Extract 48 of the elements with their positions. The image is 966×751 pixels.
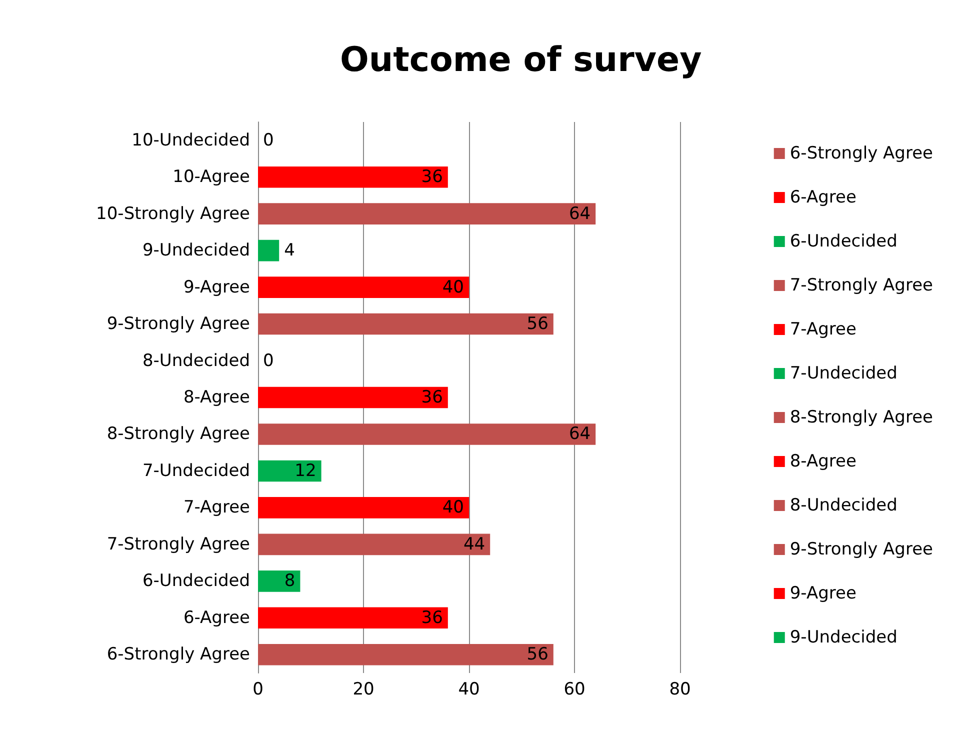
data-label: 40 (442, 277, 464, 298)
data-label: 4 (284, 240, 295, 261)
y-tick-label: 6-Strongly Agree (106, 644, 250, 665)
data-label: 36 (421, 608, 443, 628)
x-tick-label: 80 (669, 680, 691, 700)
data-label: 8 (284, 571, 296, 592)
data-label: 44 (463, 534, 486, 554)
data-label: 56 (526, 314, 548, 334)
data-label: 0 (263, 130, 274, 150)
y-tick-label: 9-Agree (183, 277, 250, 298)
x-tick-label: 40 (458, 680, 480, 700)
y-tick-label: 7-Undecided (142, 460, 250, 481)
y-tick-label: 9-Strongly Agree (106, 314, 250, 334)
y-tick-label: 7-Strongly Agree (106, 534, 250, 554)
x-tick-label: 0 (252, 680, 264, 700)
y-tick-label: 8-Agree (183, 388, 250, 408)
chart-title: Outcome of survey (340, 40, 702, 80)
x-tick-label: 20 (352, 680, 374, 700)
legend-label: 7-Strongly Agree (790, 276, 934, 296)
data-label: 12 (294, 460, 316, 481)
y-tick-label: 6-Agree (183, 608, 250, 628)
data-label: 40 (442, 498, 464, 518)
y-tick-label: 9-Undecided (142, 240, 250, 261)
legend-label: 8-Undecided (790, 496, 898, 516)
legend-label: 8-Strongly Agree (790, 408, 934, 428)
legend-label: 6-Undecided (790, 232, 898, 252)
y-tick-label: 7-Agree (183, 498, 250, 518)
legend-label: 7-Undecided (790, 364, 898, 384)
legend-label: 9-Undecided (790, 628, 898, 648)
legend-label: 6-Agree (790, 188, 856, 208)
data-label: 0 (263, 350, 274, 371)
legend-label: 8-Agree (790, 452, 856, 472)
y-tick-label: 10-Agree (172, 167, 250, 188)
legend-label: 6-Strongly Agree (790, 144, 934, 164)
data-label: 64 (568, 424, 591, 444)
data-label: 36 (421, 167, 443, 188)
legend-label: 7-Agree (790, 320, 856, 340)
legend-label: 9-Strongly Agree (790, 540, 934, 560)
data-label: 56 (526, 644, 548, 665)
data-label: 64 (568, 204, 591, 224)
y-tick-label: 10-Strongly Agree (96, 204, 250, 224)
y-tick-label: 8-Undecided (142, 350, 250, 371)
legend-label: 9-Agree (790, 584, 856, 604)
y-tick-label: 6-Undecided (142, 571, 250, 592)
y-tick-label: 8-Strongly Agree (106, 424, 250, 444)
y-tick-label: 10-Undecided (132, 130, 250, 150)
data-label: 36 (421, 388, 443, 408)
x-tick-label: 60 (564, 680, 586, 700)
